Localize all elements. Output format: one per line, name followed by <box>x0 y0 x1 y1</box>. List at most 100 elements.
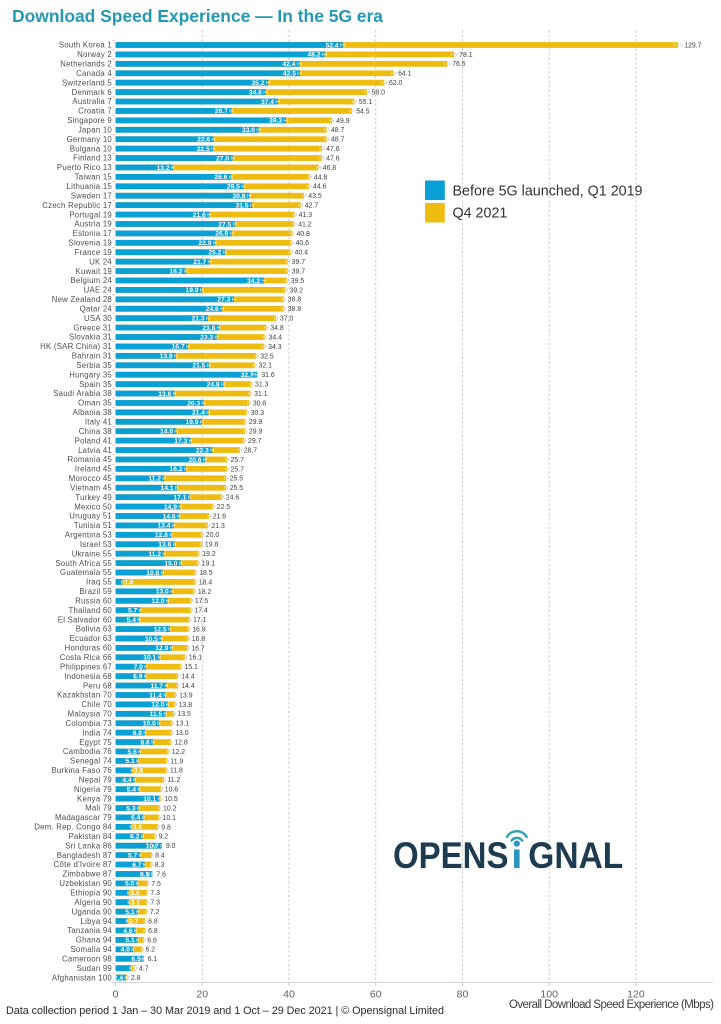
svg-text:48.2: 48.2 <box>308 52 321 59</box>
svg-text:34.3: 34.3 <box>268 344 282 351</box>
svg-text:11.9: 11.9 <box>170 758 183 765</box>
svg-text:16.7: 16.7 <box>172 344 185 351</box>
svg-text:10.7: 10.7 <box>146 843 159 850</box>
svg-text:Q4 2021: Q4 2021 <box>453 206 508 222</box>
svg-text:Turkey 49: Turkey 49 <box>75 493 112 502</box>
svg-text:20.6: 20.6 <box>188 457 201 464</box>
svg-text:30.8: 30.8 <box>253 400 267 407</box>
svg-text:5.1: 5.1 <box>125 937 135 944</box>
svg-text:11.8: 11.8 <box>170 768 183 775</box>
svg-text:13.0: 13.0 <box>156 589 169 596</box>
svg-text:21.6: 21.6 <box>213 513 227 520</box>
svg-text:UK 24: UK 24 <box>89 257 112 266</box>
svg-text:Overall Download Speed Experie: Overall Download Speed Experience (Mbps) <box>509 999 714 1011</box>
svg-text:9.8: 9.8 <box>161 824 171 831</box>
svg-text:Pakistan 84: Pakistan 84 <box>69 832 113 841</box>
svg-text:42.7: 42.7 <box>305 203 319 210</box>
svg-text:39.7: 39.7 <box>292 268 306 275</box>
svg-text:3.8: 3.8 <box>134 768 144 775</box>
svg-text:30.3: 30.3 <box>251 410 265 417</box>
svg-text:17.1: 17.1 <box>193 617 207 624</box>
svg-text:7.0: 7.0 <box>134 664 144 671</box>
svg-text:Costa Rica 66: Costa Rica 66 <box>60 653 112 662</box>
svg-text:30.8: 30.8 <box>232 193 245 200</box>
svg-text:7.3: 7.3 <box>150 890 160 897</box>
svg-text:Sri Lanka 86: Sri Lanka 86 <box>65 841 112 850</box>
svg-text:47.6: 47.6 <box>326 155 340 162</box>
svg-text:Download Speed Experience — In: Download Speed Experience — In the 5G er… <box>12 6 383 26</box>
svg-text:18.4: 18.4 <box>199 579 213 586</box>
svg-text:New Zealand 28: New Zealand 28 <box>52 295 112 304</box>
svg-text:44.8: 44.8 <box>314 174 328 181</box>
svg-text:40.8: 40.8 <box>296 231 310 238</box>
svg-text:Bulgaria 10: Bulgaria 10 <box>70 144 113 153</box>
svg-text:5.3: 5.3 <box>126 805 136 812</box>
svg-text:13.9: 13.9 <box>160 353 173 360</box>
svg-text:Data collection period 1 Jan –: Data collection period 1 Jan – 30 Mar 20… <box>6 1005 444 1017</box>
svg-text:South Africa 55: South Africa 55 <box>55 559 112 568</box>
svg-text:6.8: 6.8 <box>148 928 158 935</box>
svg-text:20: 20 <box>196 989 208 1001</box>
svg-text:12.8: 12.8 <box>174 739 188 746</box>
svg-text:31.5: 31.5 <box>235 202 248 209</box>
svg-text:Romania 45: Romania 45 <box>67 455 112 464</box>
svg-text:32.5: 32.5 <box>260 353 274 360</box>
svg-text:16.1: 16.1 <box>189 655 203 662</box>
svg-text:26.7: 26.7 <box>215 108 228 115</box>
svg-text:Australia 7: Australia 7 <box>72 97 112 106</box>
svg-text:21.3: 21.3 <box>192 315 205 322</box>
svg-text:13.1: 13.1 <box>176 721 190 728</box>
svg-text:Honduras 60: Honduras 60 <box>65 644 113 653</box>
svg-text:Poland 41: Poland 41 <box>75 436 112 445</box>
svg-text:12.8: 12.8 <box>155 532 168 539</box>
svg-text:29.9: 29.9 <box>249 419 263 426</box>
svg-text:9.2: 9.2 <box>159 834 169 841</box>
svg-text:Uzbekistan 90: Uzbekistan 90 <box>59 879 112 888</box>
svg-text:13.2: 13.2 <box>157 165 170 172</box>
svg-text:Nepal 79: Nepal 79 <box>79 775 112 784</box>
svg-text:France 19: France 19 <box>75 248 112 257</box>
svg-text:58.0: 58.0 <box>372 90 386 97</box>
svg-text:8.4: 8.4 <box>155 853 165 860</box>
svg-text:Chile 70: Chile 70 <box>81 700 112 709</box>
svg-text:Slovakia 31: Slovakia 31 <box>69 333 112 342</box>
svg-text:Côte d'Ivoire 87: Côte d'Ivoire 87 <box>54 860 112 869</box>
svg-text:Egypt 75: Egypt 75 <box>79 738 112 747</box>
svg-text:10.1: 10.1 <box>163 815 177 822</box>
svg-text:10.8: 10.8 <box>146 570 159 577</box>
svg-text:Germany 10: Germany 10 <box>67 135 113 144</box>
svg-text:11.7: 11.7 <box>150 683 163 690</box>
svg-text:Burkina Faso 76: Burkina Faso 76 <box>51 766 112 775</box>
svg-text:India 74: India 74 <box>82 728 112 737</box>
svg-text:40.6: 40.6 <box>296 240 310 247</box>
svg-text:11.4: 11.4 <box>149 692 162 699</box>
svg-text:Afghanistan 100: Afghanistan 100 <box>52 973 113 982</box>
svg-text:10.6: 10.6 <box>165 787 179 794</box>
svg-text:19.1: 19.1 <box>202 561 216 568</box>
svg-text:Lithuania 15: Lithuania 15 <box>67 182 113 191</box>
svg-text:25.2: 25.2 <box>208 250 221 257</box>
svg-text:21.3: 21.3 <box>211 523 225 530</box>
svg-text:31.3: 31.3 <box>255 382 269 389</box>
svg-text:41.2: 41.2 <box>298 221 312 228</box>
svg-text:31.6: 31.6 <box>261 372 275 379</box>
svg-text:Hungary 35: Hungary 35 <box>69 370 112 379</box>
svg-text:6.8: 6.8 <box>148 918 158 925</box>
svg-text:Brazil 59: Brazil 59 <box>79 587 112 596</box>
svg-text:12.0: 12.0 <box>151 702 164 709</box>
svg-text:49.9: 49.9 <box>336 118 350 125</box>
svg-text:26.8: 26.8 <box>215 231 228 238</box>
svg-text:Bangladesh 87: Bangladesh 87 <box>57 851 112 860</box>
svg-text:Bolivia 63: Bolivia 63 <box>76 625 112 634</box>
svg-text:4.0: 4.0 <box>121 947 131 954</box>
svg-text:Kuwait 19: Kuwait 19 <box>76 267 113 276</box>
svg-text:17.1: 17.1 <box>173 494 186 501</box>
svg-text:120: 120 <box>627 989 645 1001</box>
svg-text:22.5: 22.5 <box>197 146 210 153</box>
svg-text:78.1: 78.1 <box>459 52 473 59</box>
svg-text:16.9: 16.9 <box>192 626 206 633</box>
svg-text:12.9: 12.9 <box>155 645 168 652</box>
svg-text:29.9: 29.9 <box>249 429 263 436</box>
svg-text:15.0: 15.0 <box>164 560 177 567</box>
svg-text:24.6: 24.6 <box>226 495 240 502</box>
